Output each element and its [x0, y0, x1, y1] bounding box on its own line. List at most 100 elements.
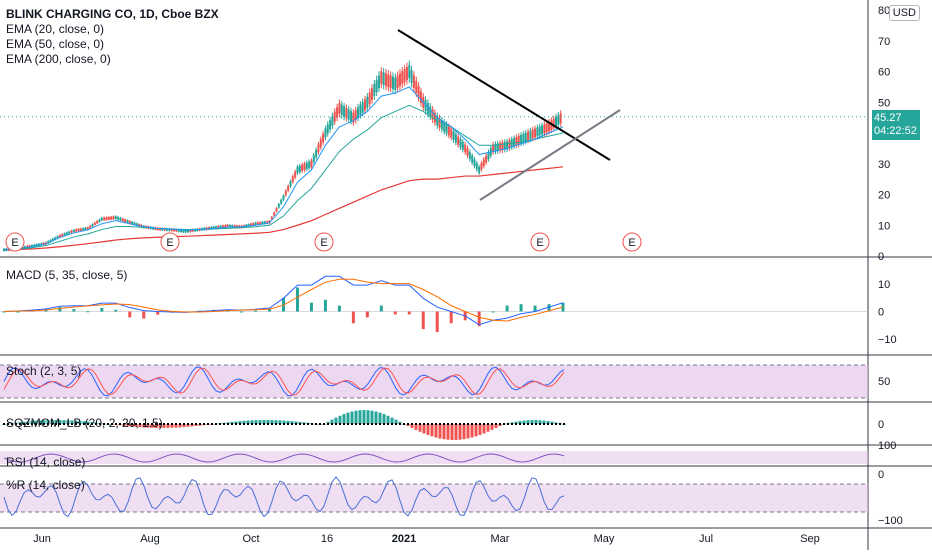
candle-body — [410, 70, 413, 84]
candle-body — [273, 212, 276, 216]
macd-histogram-bar — [156, 311, 160, 315]
candle-body — [110, 216, 113, 220]
sqz-histogram-bar — [514, 421, 518, 424]
candle-body — [112, 216, 115, 220]
sqz-dot — [503, 423, 505, 425]
candle-body — [93, 222, 96, 225]
sqz-dot — [27, 423, 29, 425]
sqz-histogram-bar — [366, 410, 370, 424]
candle-body — [536, 127, 539, 137]
candle-body — [527, 131, 530, 141]
candle-body — [86, 227, 89, 230]
last-price: 45.27 — [874, 112, 902, 124]
candle-body — [382, 72, 385, 86]
candle-body — [473, 159, 476, 167]
sqz-dot — [179, 423, 181, 425]
candle-body — [352, 112, 355, 123]
sqz-dot — [543, 423, 545, 425]
sqz-histogram-bar — [450, 424, 454, 440]
candle-body — [371, 88, 374, 100]
candle-body — [336, 107, 339, 118]
sqz-dot — [379, 423, 381, 425]
sqz-histogram-bar — [30, 421, 34, 424]
macd-histogram-bar — [421, 311, 425, 330]
candle-body — [331, 115, 334, 126]
macd-histogram-bar — [337, 305, 341, 312]
sqz-dot — [103, 423, 105, 425]
candle-body — [340, 104, 343, 116]
sqz-dot — [119, 423, 121, 425]
sqz-histogram-bar — [526, 420, 530, 424]
legend-ema-200: EMA (200, close, 0) — [6, 52, 111, 66]
candle-body — [28, 245, 31, 248]
sqz-histogram-bar — [426, 424, 430, 435]
time-axis-label: Jun — [33, 533, 51, 545]
candle-body — [513, 138, 516, 147]
sqz-dot — [527, 423, 529, 425]
sqz-dot — [279, 423, 281, 425]
sqz-histogram-bar — [298, 421, 302, 424]
sqz-histogram-bar — [442, 424, 446, 440]
earnings-marker-label: E — [166, 237, 173, 249]
sqz-histogram-bar — [250, 420, 254, 424]
macd-pane-label: MACD (5, 35, close, 5) — [6, 268, 128, 282]
candle-body — [380, 71, 383, 85]
sqz-dot — [243, 423, 245, 425]
sqz-histogram-bar — [418, 424, 422, 432]
sqz-dot — [319, 423, 321, 425]
sqz-histogram-bar — [518, 421, 522, 424]
candle-body — [68, 231, 71, 234]
sqz-dot — [523, 423, 525, 425]
sqz-histogram-bar — [58, 420, 62, 424]
sqz-dot — [383, 423, 385, 425]
candle-body — [170, 228, 173, 231]
sqz-dot — [19, 423, 21, 425]
sqz-dot — [303, 423, 305, 425]
sqz-histogram-bar — [350, 411, 354, 424]
sqz-histogram-bar — [46, 420, 50, 424]
candle-body — [105, 217, 108, 220]
sqz-histogram-bar — [346, 412, 350, 424]
candle-body — [515, 137, 518, 146]
sqz-histogram-bar — [34, 420, 38, 424]
sqz-histogram-bar — [150, 424, 154, 428]
sqz-histogram-bar — [242, 420, 246, 424]
sqz-dot — [367, 423, 369, 425]
sqz-histogram-bar — [38, 420, 42, 424]
candle-body — [354, 109, 357, 121]
currency-badge[interactable]: USD — [888, 5, 920, 21]
sqz-histogram-bar — [26, 421, 30, 424]
macd-histogram-bar — [477, 311, 481, 327]
price-tick-label: 70 — [878, 36, 890, 48]
sqz-dot — [395, 423, 397, 425]
candle-body — [77, 228, 80, 232]
sqz-dot — [275, 423, 277, 425]
candle-body — [440, 120, 443, 130]
sqz-dot — [463, 423, 465, 425]
sqz-histogram-bar — [126, 424, 130, 427]
earnings-marker — [530, 232, 550, 252]
candle-body — [284, 190, 287, 196]
sqz-dot — [291, 423, 293, 425]
candle-body — [368, 92, 371, 104]
candle-body — [459, 139, 462, 148]
candle-body — [212, 226, 215, 229]
willr-tick-label: −100 — [878, 515, 903, 527]
candle-body — [296, 166, 299, 173]
candle-body — [471, 155, 474, 163]
sqz-dot — [283, 423, 285, 425]
candle-body — [61, 234, 64, 237]
sqz-histogram-bar — [378, 412, 382, 424]
bar-countdown: 04:22:52 — [874, 125, 917, 137]
macd-histogram-bar — [72, 309, 76, 312]
sqz-dot — [483, 423, 485, 425]
sqz-pane-label: SQZMOM_LB (20, 2, 20, 1.5) — [6, 416, 163, 430]
sqz-histogram-bar — [86, 421, 90, 424]
candle-body — [350, 111, 353, 122]
macd-histogram-bar — [100, 307, 104, 312]
candle-body — [117, 216, 120, 220]
sqz-dot — [227, 423, 229, 425]
sqz-histogram-bar — [498, 424, 502, 427]
